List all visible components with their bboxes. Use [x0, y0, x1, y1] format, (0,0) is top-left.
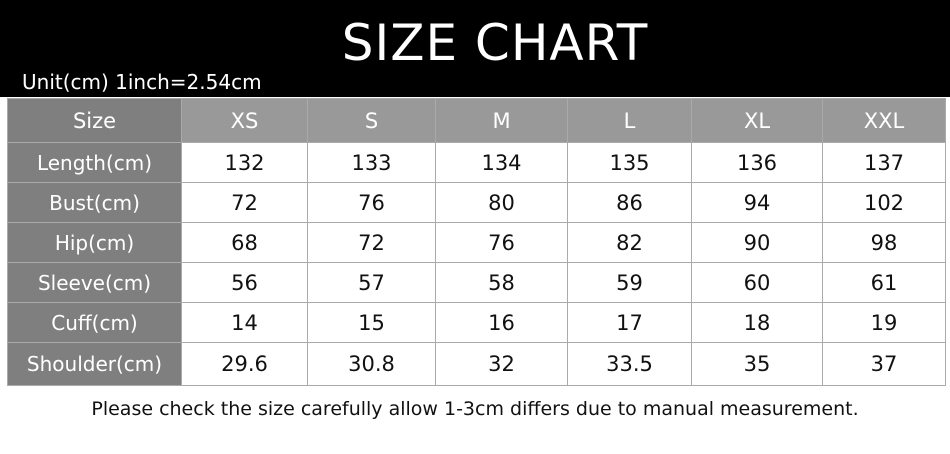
table-cell: 56 — [181, 262, 308, 303]
table-cell: 61 — [822, 262, 946, 303]
size-header-xs: XS — [181, 98, 308, 143]
title-banner: SIZE CHART Unit(cm) 1inch=2.54cm — [0, 0, 950, 97]
page-title: SIZE CHART — [341, 14, 649, 72]
table-cell: 132 — [181, 142, 308, 183]
row-label: Bust(cm) — [7, 182, 182, 223]
table-cell: 35 — [691, 342, 823, 386]
table-cell: 94 — [691, 182, 823, 223]
table-cell: 68 — [181, 222, 308, 263]
table-cell: 33.5 — [567, 342, 692, 386]
row-label: Shoulder(cm) — [7, 342, 182, 386]
size-header-xl: XL — [691, 98, 823, 143]
table-row: Hip(cm) 68 72 76 82 90 98 — [7, 222, 946, 263]
table-cell: 29.6 — [181, 342, 308, 386]
table-cell: 90 — [691, 222, 823, 263]
table-row: Length(cm) 132 133 134 135 136 137 — [7, 142, 946, 183]
table-cell: 102 — [822, 182, 946, 223]
table-cell: 76 — [307, 182, 436, 223]
measurement-note: Please check the size carefully allow 1-… — [91, 398, 859, 420]
table-cell: 86 — [567, 182, 692, 223]
size-header-m: M — [435, 98, 568, 143]
row-label: Cuff(cm) — [7, 302, 182, 343]
size-header-xxl: XXL — [822, 98, 946, 143]
table-cell: 57 — [307, 262, 436, 303]
table-cell: 133 — [307, 142, 436, 183]
table-row: Bust(cm) 72 76 80 86 94 102 — [7, 182, 946, 223]
table-cell: 17 — [567, 302, 692, 343]
size-header-s: S — [307, 98, 436, 143]
table-cell: 60 — [691, 262, 823, 303]
table-cell: 37 — [822, 342, 946, 386]
size-header-l: L — [567, 98, 692, 143]
table-cell: 137 — [822, 142, 946, 183]
size-table: Size XS S M L XL XXL Length(cm) 132 133 134 135 13… — [7, 98, 946, 386]
table-cell: 30.8 — [307, 342, 436, 386]
unit-note: Unit(cm) 1inch=2.54cm — [22, 70, 262, 94]
row-label: Sleeve(cm) — [7, 262, 182, 303]
table-cell: 15 — [307, 302, 436, 343]
table-cell: 135 — [567, 142, 692, 183]
size-header-row: Size XS S M L XL XXL — [7, 98, 946, 143]
table-cell: 59 — [567, 262, 692, 303]
row-label: Length(cm) — [7, 142, 182, 183]
table-cell: 80 — [435, 182, 568, 223]
table-cell: 136 — [691, 142, 823, 183]
table-cell: 58 — [435, 262, 568, 303]
table-cell: 72 — [307, 222, 436, 263]
table-cell: 98 — [822, 222, 946, 263]
table-cell: 32 — [435, 342, 568, 386]
table-cell: 72 — [181, 182, 308, 223]
table-cell: 14 — [181, 302, 308, 343]
corner-header: Size — [7, 98, 182, 143]
table-row: Cuff(cm) 14 15 16 17 18 19 — [7, 302, 946, 343]
table-cell: 82 — [567, 222, 692, 263]
table-row: Sleeve(cm) 56 57 58 59 60 61 — [7, 262, 946, 303]
table-row: Shoulder(cm) 29.6 30.8 32 33.5 35 37 — [7, 342, 946, 386]
table-cell: 76 — [435, 222, 568, 263]
table-cell: 16 — [435, 302, 568, 343]
table-cell: 134 — [435, 142, 568, 183]
table-cell: 18 — [691, 302, 823, 343]
row-label: Hip(cm) — [7, 222, 182, 263]
table-cell: 19 — [822, 302, 946, 343]
